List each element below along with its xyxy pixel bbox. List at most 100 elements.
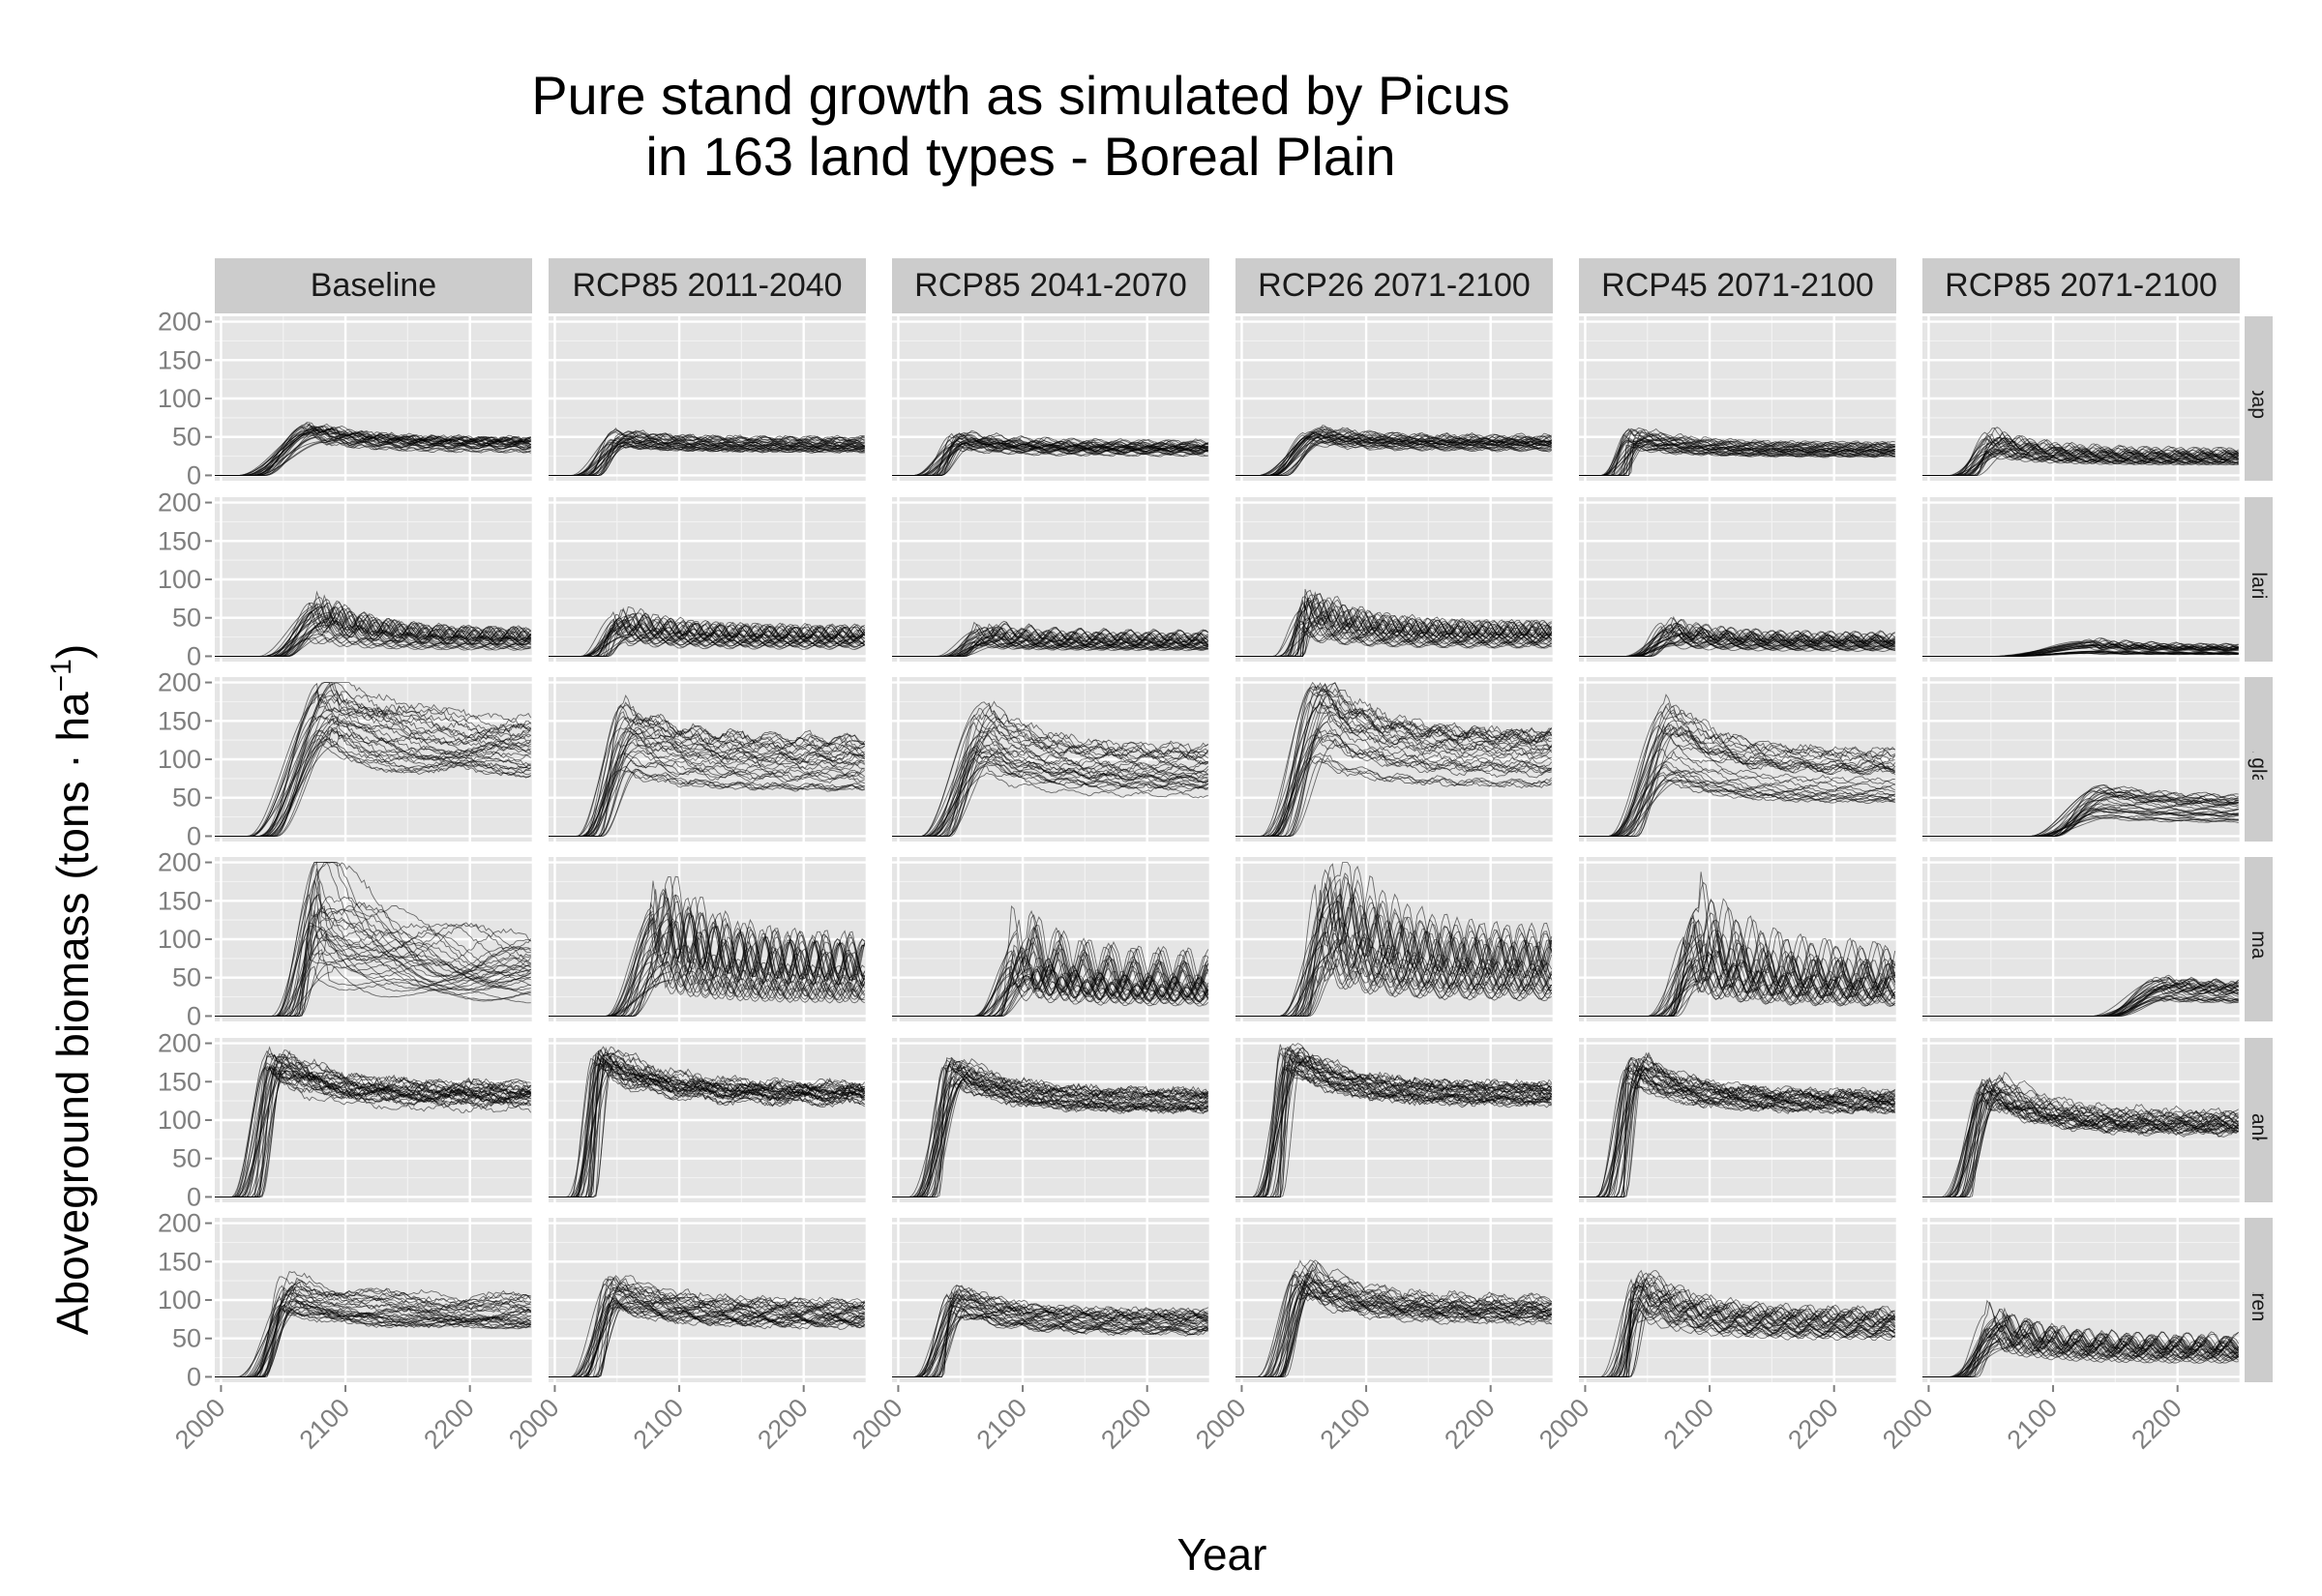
series-line bbox=[1235, 682, 1553, 837]
facet-panel bbox=[215, 857, 532, 1021]
series-line bbox=[1579, 439, 1895, 476]
series-line bbox=[549, 718, 865, 837]
series-line bbox=[549, 768, 865, 837]
series-line bbox=[549, 1285, 866, 1377]
y-tick-label: 200 bbox=[158, 1029, 201, 1058]
series-line bbox=[1579, 639, 1895, 657]
series-line bbox=[1235, 683, 1552, 837]
series-line bbox=[892, 758, 1208, 837]
y-tick-label: 150 bbox=[158, 1067, 201, 1096]
series-line bbox=[1922, 434, 2239, 476]
series-lines bbox=[892, 1285, 1209, 1377]
series-line bbox=[1922, 1079, 2239, 1197]
series-line bbox=[215, 715, 531, 837]
series-line bbox=[215, 1066, 531, 1197]
series-line bbox=[215, 682, 532, 837]
series-line bbox=[892, 643, 1208, 657]
series-line bbox=[1235, 427, 1552, 476]
x-tick-label: 2100 bbox=[628, 1393, 690, 1455]
series-line bbox=[215, 1301, 531, 1377]
series-line bbox=[1235, 1049, 1553, 1197]
column-strip-background bbox=[1579, 258, 1896, 313]
series-line bbox=[1235, 1067, 1552, 1197]
y-tick-label: 100 bbox=[158, 1106, 201, 1135]
series-line bbox=[549, 715, 865, 837]
series-lines bbox=[215, 1046, 532, 1197]
series-line bbox=[892, 1297, 1208, 1377]
series-line bbox=[1235, 1259, 1553, 1377]
facet-panel bbox=[1235, 857, 1553, 1021]
series-line bbox=[892, 434, 1208, 476]
series-line bbox=[1922, 436, 2239, 476]
series-line bbox=[215, 423, 531, 476]
x-tick-label: 2000 bbox=[1190, 1393, 1252, 1455]
series-line bbox=[549, 434, 865, 476]
series-lines bbox=[1579, 1269, 1896, 1377]
facet-panel bbox=[1579, 1218, 1896, 1382]
x-tick-label: 2100 bbox=[1315, 1393, 1377, 1455]
row-strip: Betula papyrifera bbox=[2245, 316, 2273, 481]
y-tick-label: 0 bbox=[187, 1362, 201, 1391]
series-line bbox=[549, 1067, 866, 1197]
facet-panel bbox=[1235, 497, 1553, 662]
series-lines bbox=[1922, 974, 2240, 1017]
series-line bbox=[892, 710, 1208, 837]
series-line bbox=[549, 632, 865, 657]
series-line bbox=[549, 442, 865, 476]
facet-panel bbox=[1579, 316, 1896, 481]
y-tick-label: 150 bbox=[158, 706, 201, 735]
series-line bbox=[1235, 681, 1552, 837]
y-tick-label: 50 bbox=[172, 604, 201, 633]
y-tick-label: 150 bbox=[158, 886, 201, 915]
series-line bbox=[1922, 1330, 2239, 1377]
series-line bbox=[892, 1289, 1208, 1377]
series-lines bbox=[215, 590, 532, 657]
row-strip: Picea glauca bbox=[2245, 677, 2273, 842]
series-line bbox=[1579, 1058, 1895, 1197]
series-line bbox=[1922, 1089, 2239, 1197]
facet-panel bbox=[215, 316, 532, 481]
series-line bbox=[1579, 1293, 1896, 1377]
series-line bbox=[1235, 430, 1552, 476]
series-line bbox=[1922, 451, 2239, 476]
series-line bbox=[1922, 1299, 2239, 1377]
series-lines bbox=[1235, 681, 1553, 837]
series-line bbox=[1922, 1344, 2239, 1377]
series-line bbox=[215, 1046, 531, 1197]
series-line bbox=[215, 426, 531, 476]
series-line bbox=[892, 1063, 1209, 1197]
series-line bbox=[549, 435, 865, 476]
series-lines bbox=[892, 904, 1209, 1017]
series-lines bbox=[549, 427, 865, 476]
column-strip: RCP85 2011-2040 bbox=[549, 258, 866, 313]
facet-panel bbox=[1922, 1218, 2240, 1382]
series-line bbox=[1235, 711, 1552, 837]
series-line bbox=[1235, 703, 1553, 837]
series-line bbox=[1579, 710, 1896, 837]
facet-panel bbox=[549, 1218, 866, 1382]
series-line bbox=[892, 1303, 1208, 1377]
series-line bbox=[1579, 1283, 1896, 1377]
row-strip: Populus tremuloides bbox=[2245, 1218, 2273, 1382]
series-line bbox=[1235, 753, 1553, 837]
series-line bbox=[1579, 726, 1895, 837]
series-line bbox=[1235, 616, 1552, 657]
facet-panel bbox=[1579, 497, 1896, 662]
facet-panel bbox=[892, 857, 1209, 1021]
series-line bbox=[549, 734, 866, 837]
series-line bbox=[1579, 427, 1895, 476]
facet-panel bbox=[1579, 1038, 1896, 1202]
y-tick-label: 50 bbox=[172, 1144, 201, 1173]
series-line bbox=[892, 629, 1208, 657]
series-line bbox=[215, 682, 531, 837]
row-strip-background bbox=[2245, 316, 2273, 481]
x-tick-label: 2100 bbox=[294, 1393, 356, 1455]
series-line bbox=[1579, 744, 1895, 837]
x-tick-label: 2200 bbox=[2126, 1393, 2188, 1455]
series-line bbox=[549, 438, 865, 476]
series-line bbox=[1922, 1319, 2239, 1377]
facet-panel bbox=[1922, 1038, 2240, 1202]
series-line bbox=[1579, 1307, 1895, 1377]
facet-panel bbox=[215, 1218, 532, 1382]
series-line bbox=[549, 888, 866, 1017]
